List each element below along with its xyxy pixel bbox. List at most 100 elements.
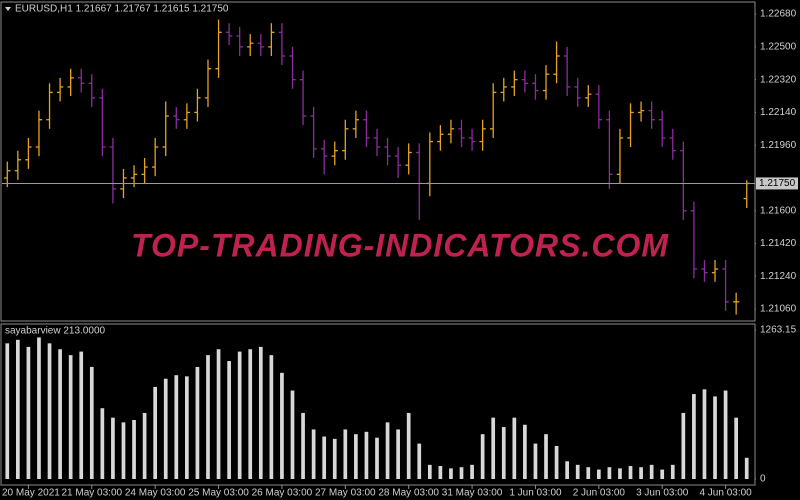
volume-bar — [459, 467, 464, 479]
volume-bar — [618, 468, 622, 479]
volume-bar — [237, 351, 242, 479]
volume-bar — [406, 412, 411, 479]
volume-bar — [68, 355, 73, 479]
x-tick-label: 2 Jun 03:00 — [573, 488, 626, 499]
volume-bar — [565, 461, 569, 479]
volume-bar — [523, 424, 527, 479]
x-tick-label: 21 May 03:00 — [61, 488, 122, 499]
volume-bar — [385, 422, 390, 479]
indicator-panel — [0, 323, 756, 486]
volume-bar — [100, 408, 105, 479]
price-panel — [0, 1, 756, 322]
y-tick-label: 0 — [760, 474, 766, 485]
volume-bar — [512, 417, 517, 479]
volume-bar — [396, 429, 400, 479]
volume-bar — [660, 469, 665, 479]
volume-bar — [723, 390, 728, 479]
volume-bar — [227, 361, 231, 479]
volume-bar — [417, 443, 422, 479]
y-tick-label: 1.21960 — [760, 140, 797, 151]
volume-bar — [607, 467, 612, 479]
y-tick-label: 1.22680 — [760, 9, 797, 20]
volume-bar — [343, 429, 348, 479]
y-tick-label: 1.22140 — [760, 107, 797, 118]
menu-arrow[interactable] — [5, 7, 11, 11]
volume-bar — [544, 434, 548, 479]
volume-bar — [375, 437, 379, 479]
volume-bar — [670, 464, 675, 479]
volume-bar — [311, 429, 316, 479]
x-tick-label: 26 May 03:00 — [252, 488, 313, 499]
volume-bar — [15, 339, 20, 479]
volume-bar — [480, 434, 485, 479]
x-tick-label: 27 May 03:00 — [315, 488, 376, 499]
volume-bar — [702, 389, 707, 479]
volume-bar — [216, 349, 221, 479]
x-tick-label: 20 May 2021 — [2, 488, 60, 499]
volume-bar — [554, 445, 559, 479]
x-tick-label: 24 May 03:00 — [125, 488, 186, 499]
y-tick-label: 1.22500 — [760, 42, 797, 53]
volume-bar — [5, 343, 10, 479]
volume-bar — [142, 412, 147, 479]
volume-bar — [301, 412, 305, 479]
volume-bar — [427, 464, 432, 479]
y-tick-label: 1.22320 — [760, 74, 797, 85]
x-tick-label: 25 May 03:00 — [188, 488, 249, 499]
x-tick-label: 3 Jun 03:00 — [636, 488, 689, 499]
volume-bar — [269, 355, 274, 479]
current-price-box — [756, 177, 798, 190]
volume-bar — [596, 469, 601, 479]
volume-bar — [332, 438, 337, 479]
volume-bar — [586, 467, 591, 479]
x-tick-label: 28 May 03:00 — [378, 488, 439, 499]
volume-bar — [681, 412, 686, 479]
volume-bar — [132, 420, 136, 479]
y-tick-label: 1.21060 — [760, 304, 797, 315]
volume-bar — [153, 386, 158, 479]
volume-bar — [491, 417, 496, 479]
volume-bar — [322, 436, 327, 479]
volume-bar — [47, 343, 52, 479]
x-tick-label: 1 Jun 03:00 — [509, 488, 562, 499]
y-tick-label: 1263.15 — [760, 325, 797, 336]
volume-bar — [734, 417, 739, 479]
volume-bar — [713, 396, 717, 479]
volume-bar — [354, 434, 358, 479]
x-tick-label: 4 Jun 03:00 — [699, 488, 752, 499]
volume-bar — [58, 349, 62, 479]
current-price-label: 1.21750 — [759, 178, 796, 189]
volume-bar — [280, 372, 284, 479]
volume-bar — [438, 466, 443, 479]
volume-bar — [111, 417, 115, 479]
volume-bar — [174, 375, 179, 479]
y-tick-label: 1.21600 — [760, 205, 797, 216]
volume-bar — [185, 376, 189, 479]
volume-bar — [533, 443, 538, 479]
volume-bar — [89, 366, 94, 479]
volume-bar — [449, 468, 453, 479]
volume-bar — [248, 349, 253, 479]
volume-bar — [692, 394, 696, 479]
volume-bar — [79, 351, 84, 479]
volume-bar — [639, 467, 643, 479]
y-tick-label: 1.21240 — [760, 271, 797, 282]
volume-bar — [501, 427, 506, 479]
volume-bar — [744, 457, 749, 479]
volume-bar — [26, 346, 31, 479]
volume-bar — [364, 431, 369, 479]
volume-bar — [37, 337, 41, 479]
volume-bar — [575, 464, 580, 479]
volume-bar — [628, 466, 633, 479]
volume-bar — [470, 464, 474, 479]
volume-bar — [290, 390, 295, 479]
indicator-title: sayabarview 213.0000 — [5, 326, 106, 337]
y-tick-label: 1.21420 — [760, 238, 797, 249]
watermark: TOP-TRADING-INDICATORS.COM — [131, 227, 669, 263]
x-tick-label: 31 May 03:00 — [442, 488, 503, 499]
volume-bar — [121, 422, 126, 479]
volume-bar — [195, 366, 200, 479]
